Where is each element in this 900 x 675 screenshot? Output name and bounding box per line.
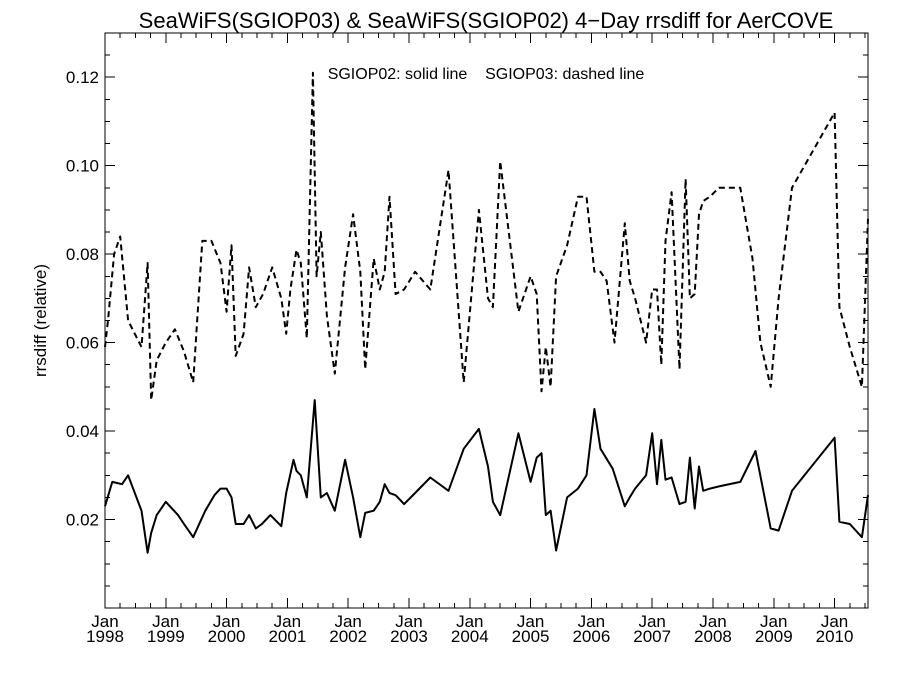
- x-tick-label-year: 2008: [694, 627, 732, 646]
- plot-area: 0.020.040.060.080.100.12Jan1998Jan1999Ja…: [66, 32, 869, 646]
- y-tick-label: 0.08: [66, 245, 99, 264]
- x-tick-label-year: 1998: [86, 627, 124, 646]
- x-tick-label-year: 2006: [572, 627, 610, 646]
- x-tick-label-month: Jan: [213, 612, 240, 631]
- x-tick-label-year: 2003: [390, 627, 428, 646]
- x-tick-label-month: Jan: [578, 612, 605, 631]
- x-tick-label-month: Jan: [638, 612, 665, 631]
- x-tick-label-year: 2007: [633, 627, 671, 646]
- x-tick-label-month: Jan: [91, 612, 118, 631]
- y-tick-label: 0.10: [66, 157, 99, 176]
- legend-annotation: SGIOP02: solid line SGIOP03: dashed line: [328, 66, 645, 83]
- x-tick-label-year: 2009: [755, 627, 793, 646]
- x-tick-label-month: Jan: [456, 612, 483, 631]
- x-tick-label-month: Jan: [517, 612, 544, 631]
- x-tick-label-year: 2004: [451, 627, 489, 646]
- x-tick-label-year: 2001: [268, 627, 306, 646]
- x-tick-label-month: Jan: [274, 612, 301, 631]
- y-tick-label: 0.02: [66, 511, 99, 530]
- x-tick-label-month: Jan: [152, 612, 179, 631]
- y-tick-label: 0.04: [66, 422, 99, 441]
- y-tick-label: 0.12: [66, 68, 99, 87]
- plot-frame: [104, 32, 869, 609]
- x-tick-label-month: Jan: [760, 612, 787, 631]
- series-line-sgiop03: [104, 71, 869, 402]
- x-tick-label-year: 2000: [208, 627, 246, 646]
- x-tick-label-month: Jan: [395, 612, 422, 631]
- x-tick-label-month: Jan: [699, 612, 726, 631]
- x-tick-label-year: 1999: [147, 627, 185, 646]
- x-tick-label-year: 2010: [816, 627, 854, 646]
- x-tick-label-year: 2005: [512, 627, 550, 646]
- series-line-sgiop02: [104, 399, 869, 554]
- chart-title: SeaWiFS(SGIOP03) & SeaWiFS(SGIOP02) 4−Da…: [139, 8, 834, 33]
- y-tick-label: 0.06: [66, 334, 99, 353]
- x-tick-label-month: Jan: [821, 612, 848, 631]
- y-axis-label: rrsdiff (relative): [31, 264, 50, 377]
- x-tick-label-month: Jan: [334, 612, 361, 631]
- x-tick-label-year: 2002: [329, 627, 367, 646]
